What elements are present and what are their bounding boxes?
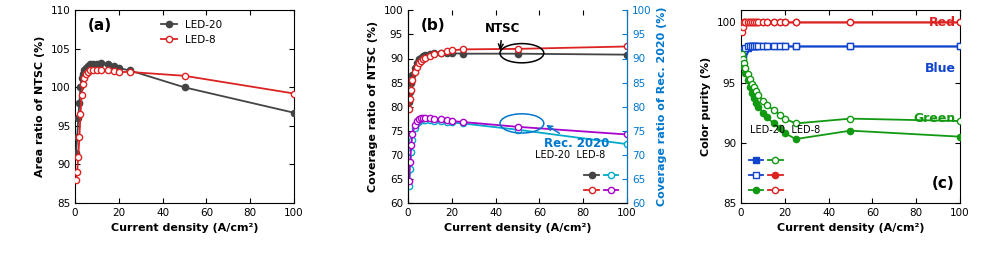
X-axis label: Current density (A/cm²): Current density (A/cm²) <box>444 223 591 233</box>
LED-20 <box>77 72 89 75</box>
LED-20 <box>72 116 84 120</box>
LED-8 <box>74 113 86 116</box>
LED-8 <box>108 70 120 73</box>
Text: Red: Red <box>929 16 956 29</box>
Line: LED-20: LED-20 <box>73 60 297 156</box>
LED-8 <box>77 82 89 85</box>
Text: (c): (c) <box>932 176 954 191</box>
Text: NTSC: NTSC <box>484 22 520 49</box>
Text: LED-20  LED-8: LED-20 LED-8 <box>535 151 605 160</box>
LED-8 <box>95 68 107 71</box>
LED-20 <box>288 111 300 114</box>
LED-8 <box>91 68 103 71</box>
LED-8 <box>124 70 136 74</box>
Text: Green: Green <box>913 112 956 125</box>
LED-20 <box>87 63 99 66</box>
LED-20 <box>71 136 83 139</box>
Legend: , , , , , : , , , , , <box>746 152 787 198</box>
LED-8 <box>179 74 191 77</box>
LED-20 <box>113 67 125 70</box>
Y-axis label: Coverage ratio of NTSC (%): Coverage ratio of NTSC (%) <box>368 21 378 192</box>
LED-8 <box>78 76 90 80</box>
Text: (a): (a) <box>88 18 112 33</box>
LED-8 <box>113 70 125 74</box>
Text: Rec. 2020: Rec. 2020 <box>544 126 609 151</box>
LED-20 <box>82 64 94 67</box>
LED-20 <box>73 101 85 104</box>
LED-20 <box>74 86 86 89</box>
LED-20 <box>80 67 92 70</box>
LED-20 <box>95 61 107 64</box>
LED-20 <box>124 69 136 72</box>
LED-8 <box>73 136 85 139</box>
LED-20 <box>84 63 96 66</box>
Line: LED-8: LED-8 <box>73 67 297 183</box>
Legend: LED-20, LED-8: LED-20, LED-8 <box>157 16 226 49</box>
LED-20 <box>91 62 103 65</box>
Text: LED-20  LED-8: LED-20 LED-8 <box>750 126 820 135</box>
LED-8 <box>71 171 83 174</box>
X-axis label: Current density (A/cm²): Current density (A/cm²) <box>777 223 924 233</box>
LED-20 <box>70 151 82 154</box>
LED-8 <box>87 68 99 71</box>
Y-axis label: Area ratio of NTSC (%): Area ratio of NTSC (%) <box>35 36 45 177</box>
LED-8 <box>72 155 84 158</box>
LED-8 <box>80 72 92 75</box>
LED-8 <box>84 69 96 72</box>
LED-20 <box>78 69 90 72</box>
LED-8 <box>102 69 114 72</box>
LED-20 <box>108 64 120 67</box>
LED-8 <box>70 178 82 181</box>
LED-8 <box>76 94 88 97</box>
X-axis label: Current density (A/cm²): Current density (A/cm²) <box>111 223 258 233</box>
Text: Blue: Blue <box>925 62 956 75</box>
LED-20 <box>102 63 114 66</box>
Y-axis label: Coverage ratio of Rec. 2020 (%): Coverage ratio of Rec. 2020 (%) <box>657 7 667 206</box>
Y-axis label: Color purity (%): Color purity (%) <box>701 57 711 156</box>
LED-20 <box>179 86 191 89</box>
LED-20 <box>76 76 88 80</box>
LED-8 <box>288 92 300 95</box>
Legend: , , , : , , , <box>581 167 622 198</box>
LED-8 <box>82 70 94 74</box>
Text: (b): (b) <box>421 18 446 33</box>
